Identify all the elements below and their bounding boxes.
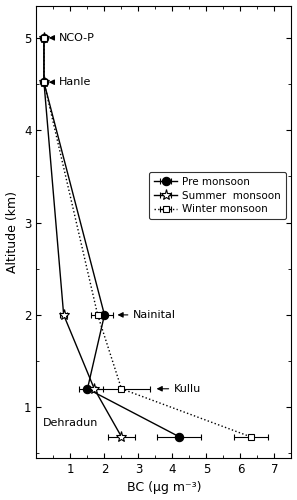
Text: Dehradun: Dehradun — [42, 418, 98, 428]
Text: Hanle: Hanle — [50, 77, 91, 87]
Text: Nainital: Nainital — [119, 310, 176, 320]
Text: NCO-P: NCO-P — [50, 33, 94, 43]
Y-axis label: Altitude (km): Altitude (km) — [6, 191, 18, 273]
Legend: Pre monsoon, Summer  monsoon, Winter monsoon: Pre monsoon, Summer monsoon, Winter mons… — [149, 172, 286, 220]
Text: Kullu: Kullu — [158, 384, 201, 394]
X-axis label: BC (μg m⁻³): BC (μg m⁻³) — [127, 482, 201, 494]
